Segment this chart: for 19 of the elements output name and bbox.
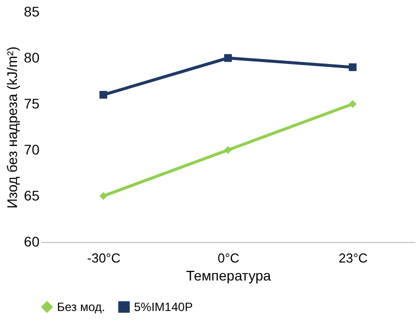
point xyxy=(348,100,357,108)
x-tick-label: -30°C xyxy=(87,250,121,266)
x-tick-label: 23°C xyxy=(338,250,368,266)
point xyxy=(99,90,108,99)
point xyxy=(99,192,108,200)
y-tick-label: 80 xyxy=(24,50,40,66)
legend-label: 5%IM140P xyxy=(134,300,193,314)
point xyxy=(348,63,357,72)
y-tick-label: 85 xyxy=(24,4,40,20)
y-axis-title: Изод без надреза (kJ/m²) xyxy=(4,46,20,209)
point xyxy=(224,54,232,62)
y-tick-label: 75 xyxy=(24,96,40,112)
y-tick-label: 60 xyxy=(24,234,40,250)
x-axis-title: Температура xyxy=(186,268,272,284)
point xyxy=(224,146,232,154)
y-tick-label: 70 xyxy=(24,142,40,158)
y-tick-label: 65 xyxy=(24,188,40,204)
legend-label: Без мод. xyxy=(57,300,106,314)
x-tick-label: 0°C xyxy=(218,250,240,266)
